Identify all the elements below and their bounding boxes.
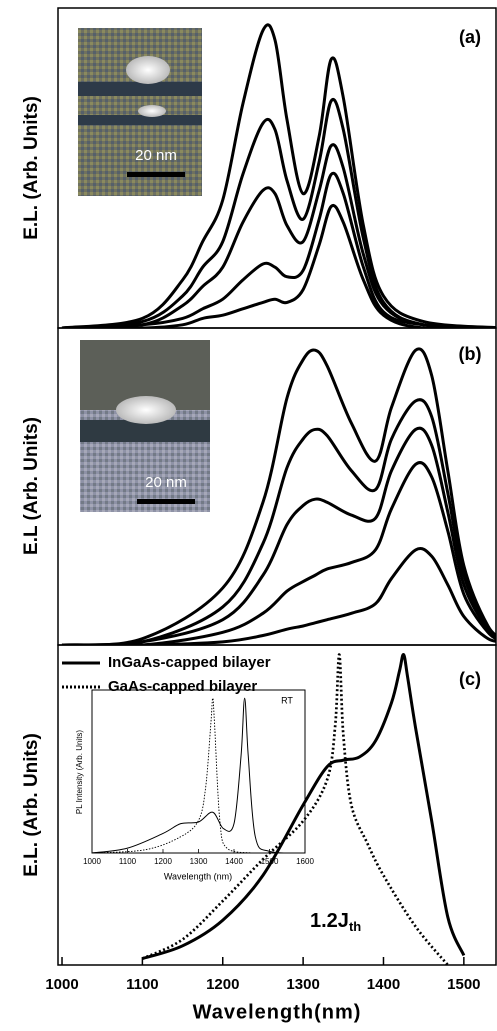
series-line xyxy=(92,697,252,853)
y-axis-label: E.L. (Arb. Units) xyxy=(21,96,42,240)
panel-frame xyxy=(57,644,497,966)
annotation-main: 1.2J xyxy=(310,910,349,932)
y-axis-label: E.L. (Arb. Units) xyxy=(21,733,42,877)
x-axis-label: Wavelength(nm) xyxy=(193,1001,362,1023)
series-line xyxy=(141,653,466,961)
inset-y-label: PL Intensity (Arb. Units) xyxy=(75,730,84,815)
legend-label: InGaAs-capped bilayer xyxy=(108,654,271,671)
series-line xyxy=(61,347,496,645)
panel-label: (a) xyxy=(459,27,481,47)
x-tick-label: 1400 xyxy=(367,976,400,993)
panel-label: (b) xyxy=(459,344,482,364)
series-line xyxy=(62,547,496,645)
x-tick-label: 1100 xyxy=(126,976,159,993)
x-tick-label: 1000 xyxy=(45,976,78,993)
y-axis-label: E.L (Arb. Units) xyxy=(21,417,42,555)
inset-frame xyxy=(91,689,306,854)
series-line xyxy=(61,98,496,328)
series-line xyxy=(62,461,496,645)
inset-x-label: Wavelength (nm) xyxy=(164,871,232,881)
x-tick-label: 1300 xyxy=(190,857,208,866)
x-tick-label: 1200 xyxy=(154,857,172,866)
series-line xyxy=(92,697,305,853)
x-tick-label: 1600 xyxy=(296,857,314,866)
x-tick-label: 1500 xyxy=(261,857,279,866)
legend-label: GaAs-capped bilayer xyxy=(108,678,257,695)
series-line xyxy=(141,653,449,965)
annotation: 1.2Jth xyxy=(310,910,361,934)
series-line xyxy=(62,204,496,328)
series-line xyxy=(61,23,496,328)
x-tick-label: 1400 xyxy=(225,857,243,866)
series-line xyxy=(61,426,496,645)
tem-image-a: 20 nm xyxy=(78,28,202,196)
inset-annotation: RT xyxy=(281,695,293,705)
x-tick-label: 1500 xyxy=(447,976,480,993)
scale-bar-label: 20 nm xyxy=(135,147,177,164)
series-line xyxy=(61,171,496,328)
panel-label: (c) xyxy=(459,669,481,689)
annotation-subscript: th xyxy=(349,919,361,934)
x-tick-label: 1200 xyxy=(206,976,239,993)
series-line xyxy=(61,143,496,328)
series-line xyxy=(61,398,496,645)
x-tick-label: 1000 xyxy=(83,857,101,866)
tem-image-b: 20 nm xyxy=(80,340,210,512)
scale-bar-label: 20 nm xyxy=(145,474,187,491)
x-tick-label: 1300 xyxy=(286,976,319,993)
x-tick-label: 1100 xyxy=(119,857,137,866)
